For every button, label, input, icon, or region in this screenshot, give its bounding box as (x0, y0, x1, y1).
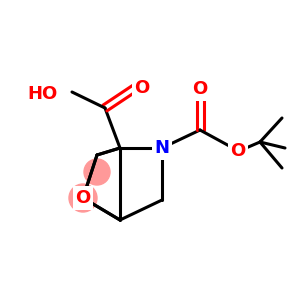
Text: O: O (192, 80, 208, 98)
Text: N: N (154, 139, 169, 157)
Text: O: O (230, 142, 246, 160)
Circle shape (84, 159, 110, 185)
Text: HO: HO (28, 85, 58, 103)
Text: O: O (134, 79, 150, 97)
Circle shape (69, 184, 97, 212)
Text: O: O (75, 189, 91, 207)
